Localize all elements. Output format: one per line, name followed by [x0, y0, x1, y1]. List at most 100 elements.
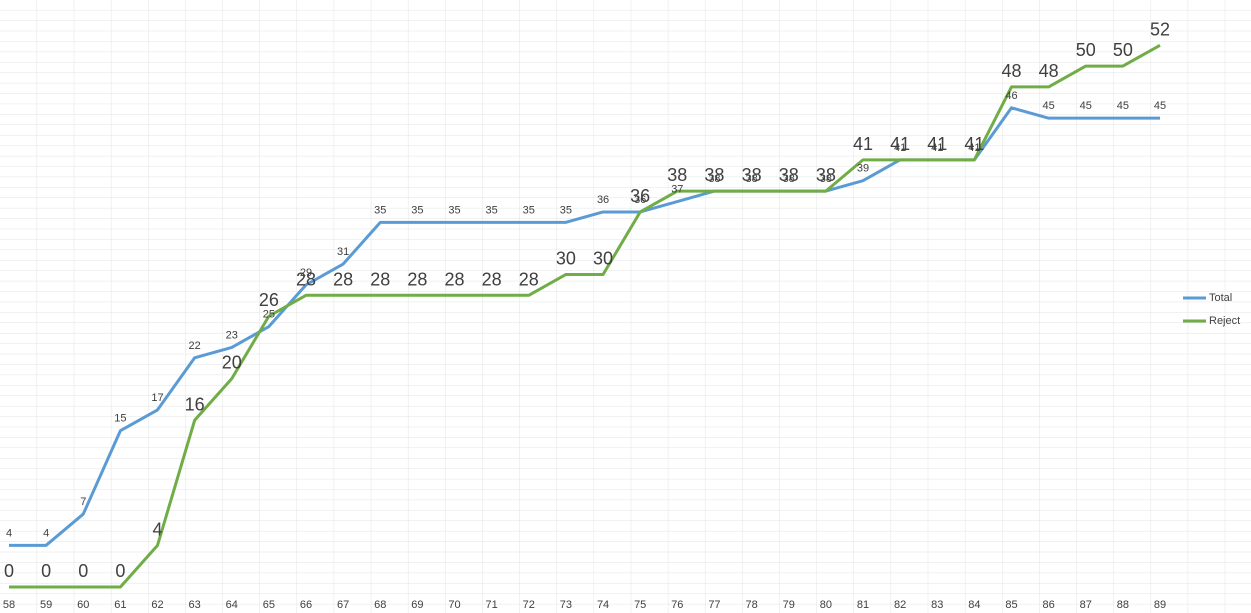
x-tick-label: 75 [634, 599, 646, 611]
data-label: 38 [708, 173, 720, 185]
data-label: 35 [448, 204, 460, 216]
data-label: 28 [445, 269, 465, 289]
data-label: 35 [523, 204, 535, 216]
data-label: 16 [185, 394, 205, 414]
x-tick-label: 68 [374, 599, 386, 611]
x-tick-label: 65 [263, 599, 275, 611]
data-label: 35 [560, 204, 572, 216]
data-label: 4 [6, 527, 12, 539]
x-tick-label: 77 [708, 599, 720, 611]
data-label: 28 [370, 269, 390, 289]
data-label: 46 [1005, 90, 1017, 102]
x-tick-label: 71 [486, 599, 498, 611]
data-label: 15 [114, 413, 126, 425]
x-tick-label: 89 [1154, 599, 1166, 611]
plot-area: 58 59 60 61 62 63 64 65 66 67 68 69 70 71 72 73 74 75 76 77… [3, 19, 1240, 611]
data-label: 38 [745, 173, 757, 185]
data-label: 39 [857, 163, 869, 175]
x-tick-label: 67 [337, 599, 349, 611]
data-label: 38 [742, 165, 762, 185]
x-tick-label: 88 [1117, 599, 1129, 611]
x-tick-label: 74 [597, 599, 609, 611]
data-label: 45 [1080, 100, 1092, 112]
data-label: 29 [300, 267, 312, 279]
x-tick-label: 72 [523, 599, 535, 611]
data-label: 0 [115, 561, 125, 581]
data-label: 30 [593, 248, 613, 268]
data-label: 23 [226, 329, 238, 341]
data-label: 17 [151, 392, 163, 404]
data-label: 38 [816, 165, 836, 185]
data-label: 35 [486, 204, 498, 216]
x-tick-label: 84 [968, 599, 980, 611]
data-label: 4 [43, 527, 49, 539]
x-tick-label: 79 [783, 599, 795, 611]
data-label: 50 [1076, 40, 1096, 60]
data-label: 4 [153, 519, 163, 539]
x-tick-label: 81 [857, 599, 869, 611]
data-label: 28 [407, 269, 427, 289]
x-tick-label: 69 [411, 599, 423, 611]
x-tick-label: 83 [931, 599, 943, 611]
data-label: 48 [1001, 61, 1021, 81]
data-label: 45 [1117, 100, 1129, 112]
data-label: 45 [1042, 100, 1054, 112]
data-label: 7 [80, 496, 86, 508]
data-label: 41 [964, 134, 984, 154]
x-tick-label: 82 [894, 599, 906, 611]
data-label: 36 [634, 194, 646, 206]
data-label: 38 [667, 165, 687, 185]
data-label: 52 [1150, 19, 1170, 39]
data-label: 26 [259, 290, 279, 310]
data-label: 41 [931, 142, 943, 154]
x-tick-label: 61 [114, 599, 126, 611]
x-tick-label: 86 [1042, 599, 1054, 611]
x-tick-label: 78 [745, 599, 757, 611]
data-label: 38 [783, 173, 795, 185]
data-label: 36 [597, 194, 609, 206]
x-tick-label: 85 [1005, 599, 1017, 611]
x-tick-label: 60 [77, 599, 89, 611]
data-label: 50 [1113, 40, 1133, 60]
data-label: 28 [482, 269, 502, 289]
x-tick-label: 66 [300, 599, 312, 611]
data-label: 41 [853, 134, 873, 154]
data-label: 28 [333, 269, 353, 289]
data-label: 48 [1039, 61, 1059, 81]
data-label: 0 [41, 561, 51, 581]
data-label: 41 [927, 134, 947, 154]
x-tick-label: 63 [189, 599, 201, 611]
data-label: 28 [519, 269, 539, 289]
data-label: 25 [263, 309, 275, 321]
data-label: 35 [411, 204, 423, 216]
data-label: 20 [222, 353, 242, 373]
x-tick-label: 62 [151, 599, 163, 611]
data-label: 38 [820, 173, 832, 185]
x-tick-label: 59 [40, 599, 52, 611]
data-label: 0 [78, 561, 88, 581]
x-tick-label: 80 [820, 599, 832, 611]
data-label: 30 [556, 248, 576, 268]
x-tick-label: 64 [226, 599, 238, 611]
data-label: 45 [1154, 100, 1166, 112]
data-label: 31 [337, 246, 349, 258]
data-label: 37 [671, 184, 683, 196]
legend-label: Total [1209, 292, 1232, 304]
data-label: 0 [4, 561, 14, 581]
data-label: 41 [894, 142, 906, 154]
data-label: 28 [296, 269, 316, 289]
data-label: 38 [779, 165, 799, 185]
legend-label: Reject [1209, 315, 1240, 327]
data-label: 22 [189, 340, 201, 352]
x-tick-label: 70 [448, 599, 460, 611]
series-line [9, 43, 1161, 589]
x-tick-label: 73 [560, 599, 572, 611]
data-label: 38 [704, 165, 724, 185]
x-tick-label: 76 [671, 599, 683, 611]
data-label: 36 [630, 186, 650, 206]
data-label: 35 [374, 204, 386, 216]
data-label: 41 [968, 142, 980, 154]
x-tick-label: 58 [3, 599, 15, 611]
